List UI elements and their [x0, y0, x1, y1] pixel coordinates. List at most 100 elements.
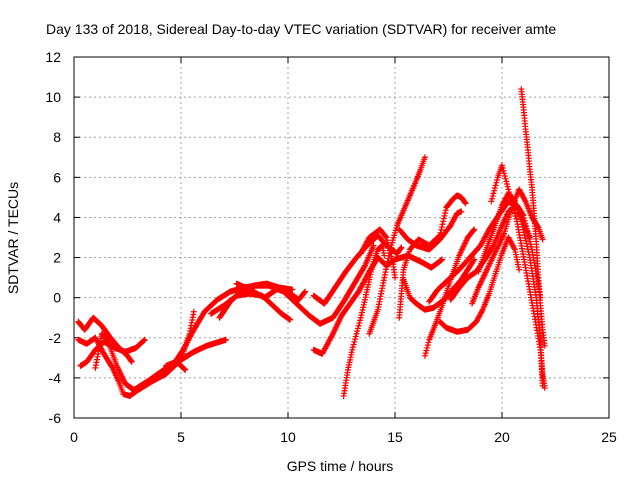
- data-point: [506, 189, 513, 196]
- data-point: [510, 205, 517, 212]
- data-point: [437, 229, 444, 236]
- data-point: [539, 236, 546, 243]
- data-point: [442, 210, 449, 217]
- data-point: [350, 341, 357, 348]
- data-point: [527, 241, 534, 248]
- data-point: [526, 236, 533, 243]
- series-track-24: [488, 162, 548, 391]
- data-point: [511, 210, 518, 217]
- data-point: [436, 233, 443, 240]
- y-tick-label: 2: [53, 250, 61, 266]
- data-point: [384, 237, 391, 244]
- data-point: [471, 226, 478, 233]
- data-point: [462, 200, 469, 207]
- series-track-17: [400, 256, 478, 313]
- data-point: [506, 191, 513, 198]
- x-tick-labels: 0 5 10 15 20 25: [70, 429, 617, 445]
- data-point: [523, 240, 530, 247]
- data-point: [503, 178, 510, 185]
- data-point: [353, 330, 360, 337]
- series-track-16: [396, 192, 469, 321]
- data-point: [526, 238, 533, 245]
- data-point: [424, 342, 431, 349]
- data-point: [141, 336, 148, 343]
- data-point: [421, 154, 428, 161]
- data-point: [441, 212, 448, 219]
- data-point: [181, 366, 188, 373]
- data-point: [357, 317, 364, 324]
- series-track-13: [357, 226, 398, 281]
- series-track-6: [163, 336, 229, 369]
- data-point: [523, 222, 530, 229]
- data-point: [140, 337, 147, 344]
- data-point: [302, 288, 309, 295]
- y-tick-label: 0: [53, 290, 61, 306]
- series-track-25: [518, 86, 548, 349]
- data-point: [491, 185, 498, 192]
- y-tick-label: -4: [49, 370, 62, 386]
- data-point: [349, 344, 356, 351]
- x-tick-label: 15: [387, 429, 403, 445]
- data-point: [504, 183, 511, 190]
- y-tick-label: 6: [53, 169, 61, 185]
- data-point: [440, 218, 447, 225]
- data-point: [439, 221, 446, 228]
- data-point: [458, 208, 465, 215]
- data-point: [356, 320, 363, 327]
- series-track-1: [75, 314, 135, 365]
- data-point: [352, 336, 359, 343]
- data-point: [521, 217, 528, 224]
- data-point: [499, 164, 506, 171]
- data-point: [470, 227, 477, 234]
- data-point: [222, 336, 229, 343]
- data-point: [524, 228, 531, 235]
- data-point: [289, 286, 296, 293]
- y-axis-label: SDTVAR / TECUs: [5, 182, 21, 294]
- x-tick-label: 20: [494, 429, 510, 445]
- data-point: [522, 220, 529, 227]
- data-point: [511, 245, 518, 252]
- data-point: [128, 357, 135, 364]
- data-point: [425, 339, 432, 346]
- data-point: [370, 242, 377, 249]
- data-point: [521, 232, 528, 239]
- data-point: [182, 366, 189, 373]
- plot-frame: [73, 56, 610, 419]
- data-point: [521, 197, 528, 204]
- data-point: [479, 308, 486, 315]
- data-point: [438, 224, 445, 231]
- data-point: [287, 316, 294, 323]
- data-point: [489, 193, 496, 200]
- y-tick-label: 8: [53, 129, 61, 145]
- data-point: [494, 177, 501, 184]
- data-point: [522, 237, 529, 244]
- data-point: [523, 225, 530, 232]
- data-point: [442, 207, 449, 214]
- data-point: [439, 256, 446, 263]
- data-point: [493, 179, 500, 186]
- data-point: [516, 266, 523, 273]
- data-point: [349, 346, 356, 353]
- data-point: [440, 215, 447, 222]
- data-point: [511, 207, 518, 214]
- data-point: [500, 167, 507, 174]
- y-tick-label: 10: [45, 89, 61, 105]
- series-track-14: [366, 154, 428, 337]
- data-point: [505, 186, 512, 193]
- data-point: [525, 249, 532, 256]
- data-point: [508, 199, 515, 206]
- data-point: [541, 384, 548, 391]
- data-point: [301, 289, 308, 296]
- data-point: [471, 256, 478, 263]
- data-point: [355, 322, 362, 329]
- data-point: [508, 197, 515, 204]
- data-point: [351, 338, 358, 345]
- data-point: [424, 344, 431, 351]
- data-point: [423, 347, 430, 354]
- data-point: [128, 358, 135, 365]
- chart-title: Day 133 of 2018, Sidereal Day-to-day VTE…: [46, 21, 556, 37]
- data-point: [513, 215, 520, 222]
- y-tick-label: 12: [45, 49, 61, 65]
- data-point: [507, 194, 514, 201]
